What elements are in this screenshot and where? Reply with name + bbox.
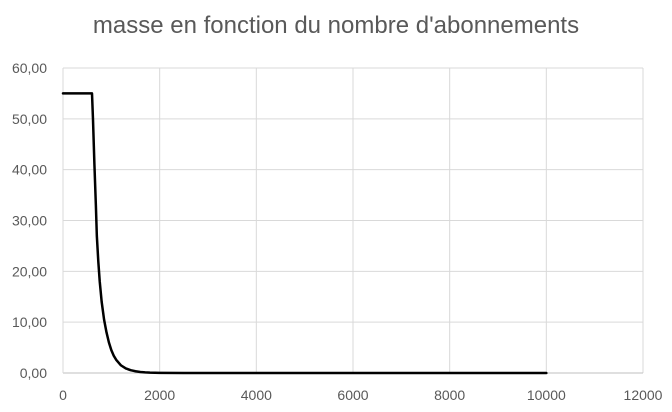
x-tick-label: 10000 <box>527 387 566 403</box>
y-tick-label: 50,00 <box>12 111 47 127</box>
chart-title: masse en fonction du nombre d'abonnement… <box>92 12 580 39</box>
x-tick-label: 0 <box>59 387 67 403</box>
gridlines <box>63 67 644 373</box>
y-tick-label: 10,00 <box>12 314 47 330</box>
y-tick-label: 60,00 <box>12 60 47 76</box>
series-line <box>61 92 548 375</box>
y-tick-label: 0,00 <box>20 365 47 381</box>
x-tick-label: 6000 <box>337 387 368 403</box>
y-tick-label: 20,00 <box>12 263 47 279</box>
x-tick-label: 4000 <box>241 387 272 403</box>
y-tick-label: 40,00 <box>12 162 47 178</box>
series-layer <box>61 92 548 375</box>
x-tick-label: 12000 <box>624 387 663 403</box>
x-tick-label: 8000 <box>434 387 465 403</box>
y-tick-label: 30,00 <box>12 213 47 229</box>
tick-labels: 0,00 10,00 20,00 30,00 40,00 50,00 60,00 0 2000 4… <box>12 60 663 403</box>
x-tick-label: 2000 <box>144 387 175 403</box>
